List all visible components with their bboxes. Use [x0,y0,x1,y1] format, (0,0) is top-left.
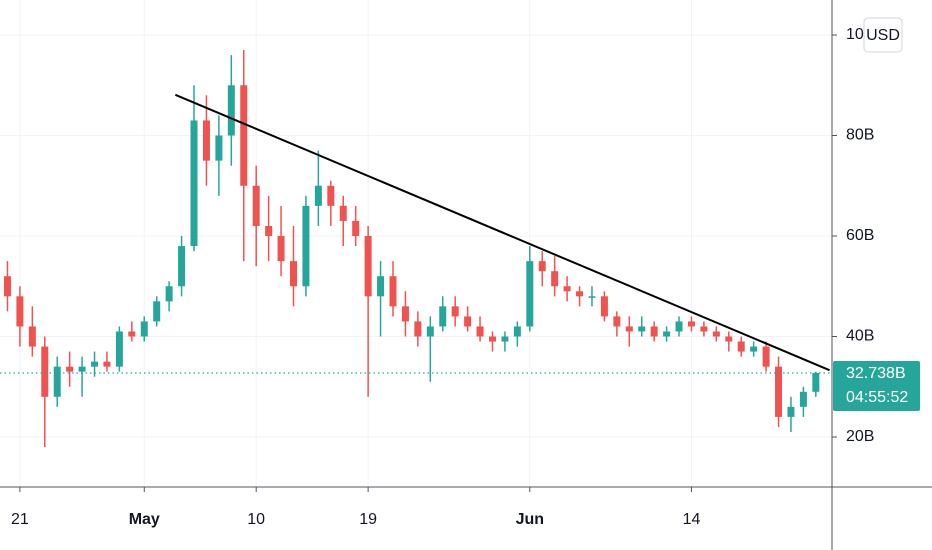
candle-body [227,85,235,136]
candle-body [389,276,397,307]
x-tick-label: 14 [683,511,701,528]
candle-body [215,135,223,161]
x-tick-label: 10 [247,511,265,528]
countdown: 04:55:52 [846,389,908,406]
candle-body [812,372,820,392]
candle-body [762,346,770,367]
candle-body [140,321,148,337]
candle-body [439,306,447,327]
candle-body [625,326,633,332]
candle-body [91,361,99,367]
x-tick-label: 19 [359,511,377,528]
candle-body [240,85,248,186]
candle-body [775,366,783,417]
candle-body [737,341,745,352]
candle-body [663,331,671,337]
candle-body [712,331,720,337]
candle-body [638,326,646,332]
currency-button-label: USD [866,27,900,44]
candle-body [538,261,546,272]
y-tick-label: 80B [846,127,874,144]
candle-body [3,276,11,297]
candle-body [252,185,260,226]
candle-body [526,261,534,327]
candle-body [16,296,24,327]
candle-body [675,321,683,332]
currency-button-box [863,17,903,53]
candle-body [750,346,758,352]
candle-body [314,185,322,206]
candle-body [103,361,111,367]
candle-body [426,326,434,337]
candle-body [613,316,621,327]
price-label-box [833,360,920,411]
candle-body [178,246,186,287]
x-tick-label: 21 [11,511,29,528]
candle-body [41,346,49,397]
candle-body [364,236,372,297]
x-tick-label: Jun [516,511,544,528]
candle-body [451,306,459,317]
candle-body [687,321,695,327]
candle-body [563,286,571,292]
y-tick-label: 10 [846,26,864,43]
candle-body [476,326,484,337]
candle-body [28,326,36,347]
candle-body [513,326,521,337]
candle-body [327,185,335,206]
candle-body [799,391,807,407]
candle-body [165,286,173,302]
candle-body [414,321,422,337]
candle-body [115,331,123,367]
candle-body [650,326,658,337]
price-label: 32.738B [846,365,906,382]
candle-body [464,316,472,327]
candle-body [302,205,310,287]
candle-body [576,291,584,297]
candle-body [551,271,559,287]
y-tick-label: 20B [846,428,874,445]
candle-body [501,336,509,342]
candle-body [588,296,596,298]
candle-body [787,406,795,417]
x-tick-label: May [129,511,160,528]
currency-button[interactable]: USD [863,17,903,53]
candle-body [153,301,161,322]
candle-body [700,326,708,332]
candle-body [265,225,273,237]
candle-body [488,336,496,342]
candle-body [600,296,608,317]
candle-body [53,366,61,397]
y-tick-label: 60B [846,227,874,244]
candle-body [352,220,360,237]
candle-body [377,276,385,297]
candle-body [725,336,733,342]
candle-body [128,331,136,337]
candle-body [339,205,347,221]
candle-body [190,120,198,247]
candle-body [66,366,74,372]
candle-body [202,120,210,161]
trendline [174,93,830,372]
y-tick-label: 40B [846,328,874,345]
candle-body [78,366,86,372]
candle-body [290,261,298,287]
candle-body [401,306,409,322]
candle-body [277,236,285,262]
